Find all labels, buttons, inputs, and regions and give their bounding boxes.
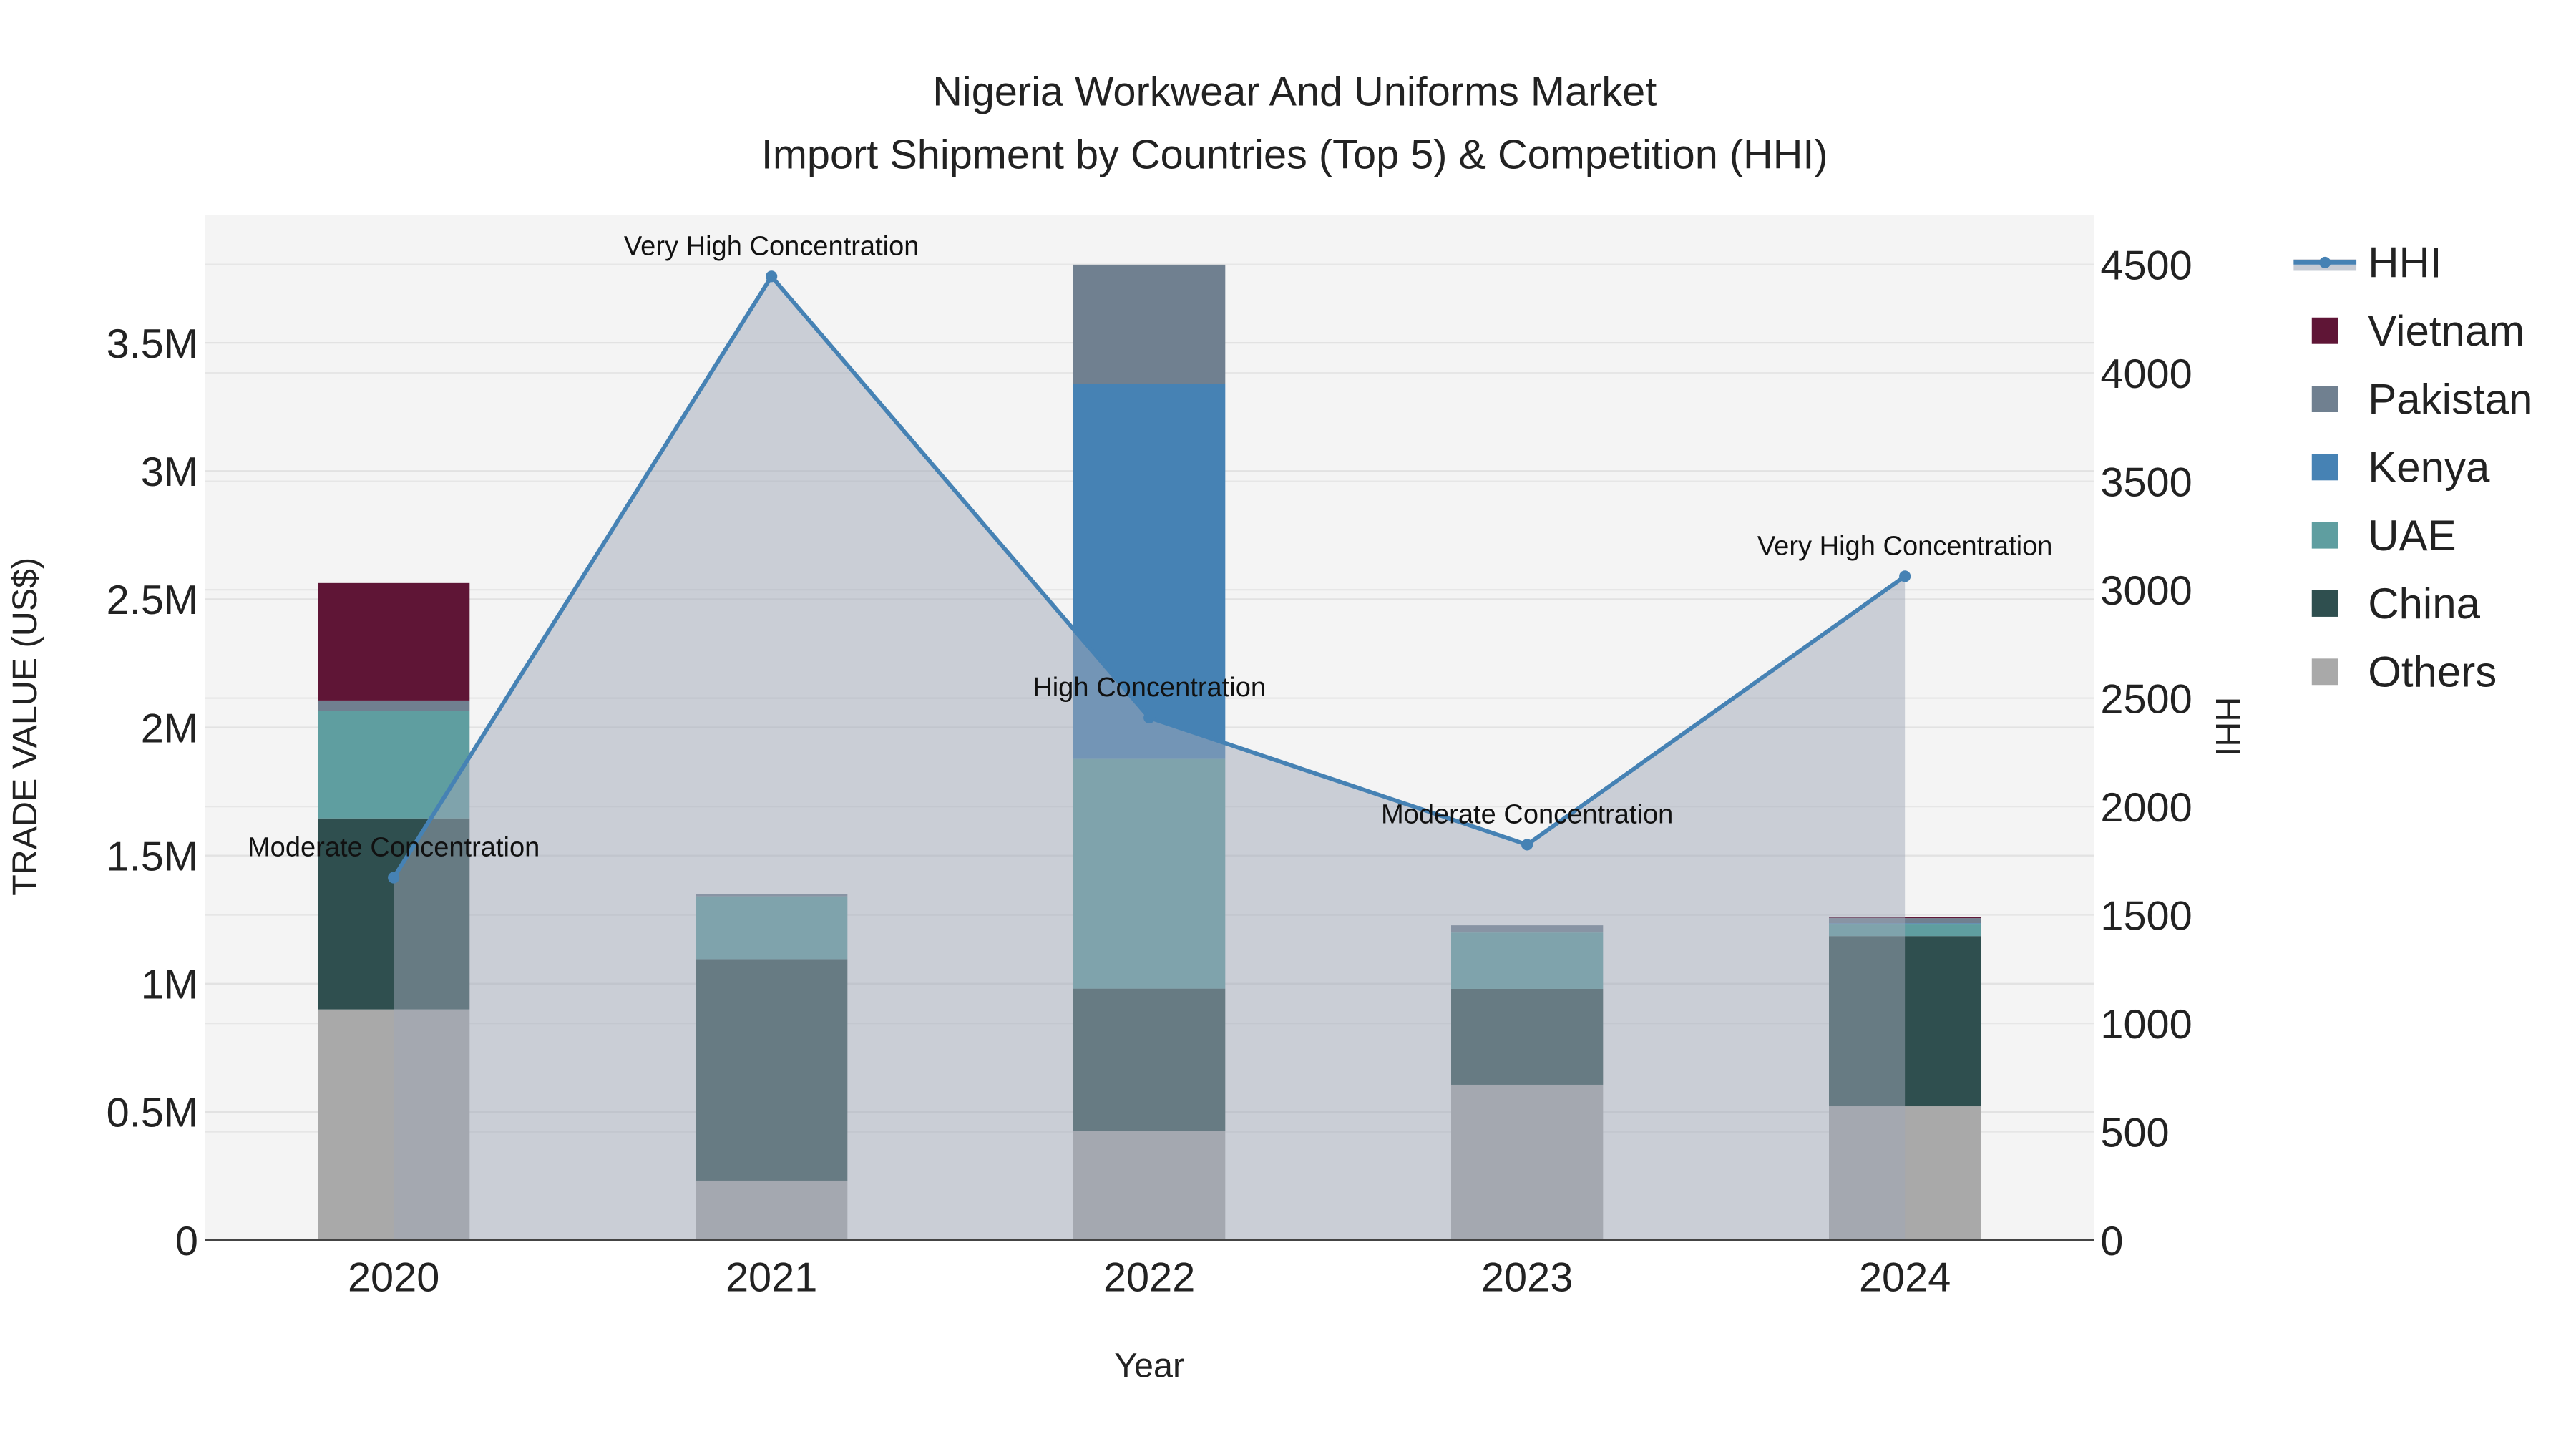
chart-title-line2: Import Shipment by Countries (Top 5) & C…: [761, 132, 1828, 177]
legend-label-kenya: Kenya: [2368, 444, 2490, 492]
hhi-point-2021: [766, 270, 778, 283]
legend-label-hhi: HHI: [2368, 239, 2441, 287]
legend-swatch-pakistan: [2311, 386, 2338, 412]
y2-tick-label: 4500: [2100, 243, 2192, 288]
y-tick-label: 0.5M: [107, 1091, 198, 1136]
y2-tick-label: 1000: [2100, 1002, 2192, 1048]
hhi-annotation: Moderate Concentration: [1381, 799, 1673, 829]
hhi-point-2022: [1143, 711, 1156, 723]
bar-pakistan-2022: [1073, 264, 1226, 384]
y-tick-label: 3M: [141, 449, 198, 495]
x-axis-title: Year: [1114, 1347, 1184, 1385]
legend-marker-hhi: [2319, 256, 2331, 268]
y-axis-title: TRADE VALUE (US$): [6, 557, 44, 896]
hhi-annotation: Very High Concentration: [1757, 531, 2053, 561]
hhi-point-2024: [1899, 570, 1911, 582]
x-tick-label: 2021: [726, 1255, 817, 1301]
y-tick-label: 2M: [141, 706, 198, 751]
y-tick-label: 1M: [141, 962, 198, 1008]
chart-title-line1: Nigeria Workwear And Uniforms Market: [932, 69, 1657, 115]
legend-label-uae: UAE: [2368, 512, 2456, 560]
legend-swatch-kenya: [2311, 454, 2338, 481]
legend-swatch-uae: [2311, 522, 2338, 549]
legend-label-others: Others: [2368, 648, 2497, 696]
legend-swatch-vietnam: [2311, 317, 2338, 344]
y2-tick-label: 2000: [2100, 785, 2192, 831]
hhi-annotation: High Concentration: [1033, 673, 1266, 703]
legend-label-china: China: [2368, 580, 2480, 628]
hhi-point-2020: [388, 872, 400, 884]
y2-axis-title: HHI: [2208, 697, 2247, 756]
bar-vietnam-2020: [318, 582, 470, 701]
x-tick-label: 2023: [1481, 1255, 1573, 1301]
y2-tick-label: 3000: [2100, 568, 2192, 614]
bar-pakistan-2020: [318, 700, 470, 711]
y2-tick-label: 3500: [2100, 459, 2192, 505]
y-tick-label: 3.5M: [107, 321, 198, 367]
legend-label-pakistan: Pakistan: [2368, 375, 2532, 423]
legend-swatch-others: [2311, 658, 2338, 686]
y-tick-label: 0: [175, 1219, 198, 1264]
legend-label-vietnam: Vietnam: [2368, 307, 2524, 355]
y-tick-label: 2.5M: [107, 577, 198, 623]
hhi-area: [394, 276, 1906, 1241]
hhi-annotation: Moderate Concentration: [248, 833, 540, 863]
hhi-point-2023: [1521, 839, 1533, 851]
legend-swatch-china: [2311, 590, 2338, 617]
x-tick-label: 2020: [348, 1255, 439, 1301]
x-tick-label: 2022: [1103, 1255, 1195, 1301]
y2-tick-label: 2500: [2100, 676, 2192, 722]
y2-tick-label: 4000: [2100, 351, 2192, 397]
y2-tick-label: 0: [2100, 1219, 2123, 1264]
y2-tick-label: 1500: [2100, 893, 2192, 939]
x-tick-label: 2024: [1859, 1255, 1951, 1301]
y2-tick-label: 500: [2100, 1110, 2169, 1156]
y-tick-label: 1.5M: [107, 834, 198, 879]
hhi-annotation: Very High Concentration: [624, 231, 919, 261]
